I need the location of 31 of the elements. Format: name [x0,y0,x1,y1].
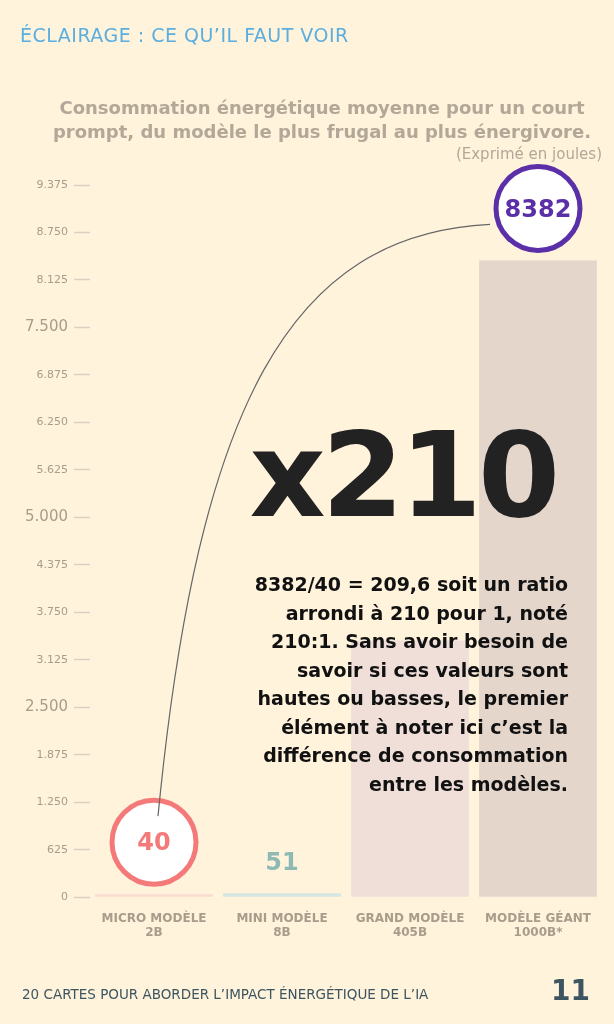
text: ÉCLAIRAGE : CE QU’IL FAUT VOIR [20,24,349,46]
data-label: 8382 [504,194,572,223]
y-tick-label: 2.500 [25,697,68,716]
y-tick-label: 5.000 [25,507,68,526]
y-tick-label: 3.750 [36,605,68,619]
y-tick-label: 1.250 [36,795,68,809]
y-tick-label: 8.750 [36,225,68,239]
text: 20 CARTES POUR ABORDER L’IMPACT ÉNERGÉTIQUE DE L’IA [22,986,429,1002]
y-tick-label: 0 [61,890,68,904]
annotation: 8382/40 = 209,6 soit un ratio arrondi à 210 pour 1, noté 210:1. Sans avoir besoin de savoir si ces valeurs sont hautes ou basses, le premier élément à noter ici c’est la différence de consommation entre les modèles. [253,572,568,797]
annotation: x210 [249,405,556,545]
x-tick-label: MINI MODÈLE 8B [236,909,328,939]
bar [223,893,341,897]
y-tick-label: 6.875 [36,367,68,381]
x-tick-label: MICRO MODÈLE 2B [101,909,207,939]
chart-subtitle: (Exprimé en joules) [455,145,602,163]
y-tick-label: 3.125 [36,652,68,666]
y-tick-label: 8.125 [36,272,68,286]
data-label: 51 [265,847,299,876]
y-tick-label: 625 [47,842,68,856]
y-tick-label: 7.500 [25,317,68,336]
data-label: 40 [137,828,171,857]
x-tick-label: GRAND MODÈLE 405B [355,909,465,939]
y-tick-label: 5.625 [36,462,68,476]
text: 11 [551,974,590,1007]
chart-title: Consommation énergétique moyenne pour un court prompt, du modèle le plus frugal au plus énergivore. [51,96,593,144]
x-tick-label: MODÈLE GÉANT 1000B* [485,909,592,939]
y-tick-label: 4.375 [36,557,68,571]
y-tick-label: 9.375 [36,177,68,191]
y-tick-label: 1.875 [36,747,68,761]
y-tick-label: 6.250 [36,415,68,429]
